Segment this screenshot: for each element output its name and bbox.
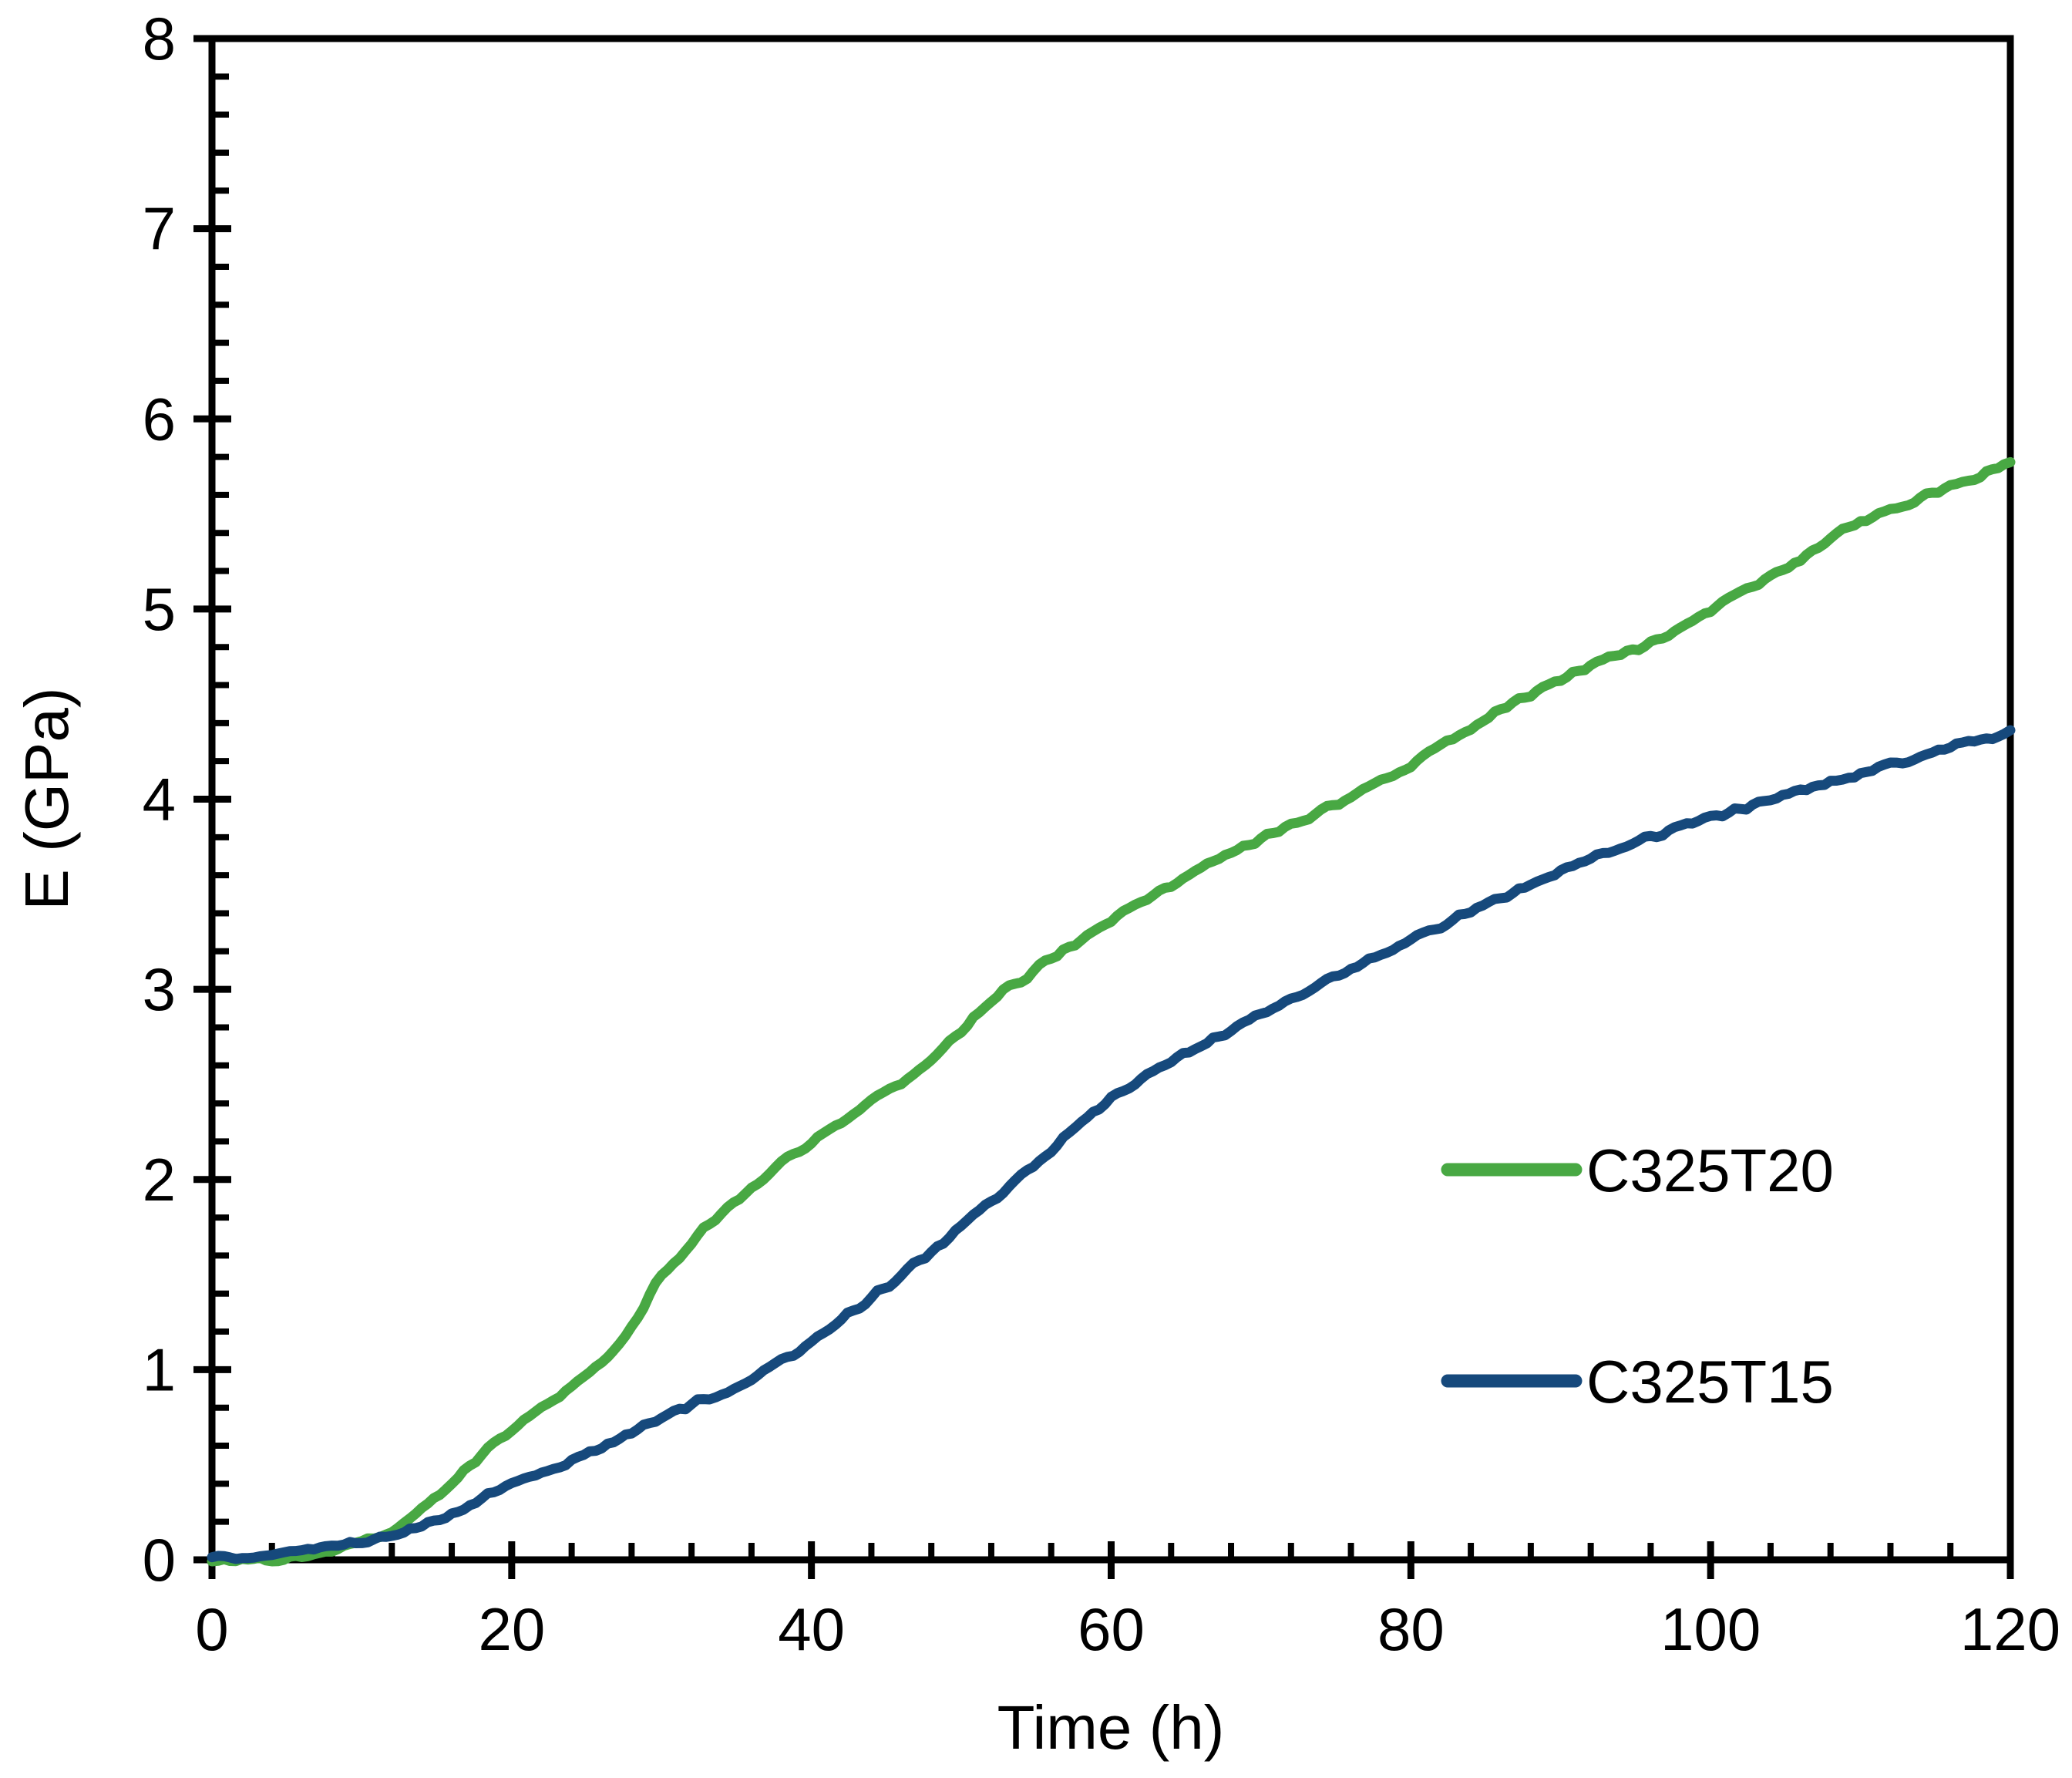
plot-area: 0 20 40 60 80 100 120 0 1 2 3 4 5 6 7 8 [143, 5, 2060, 1663]
legend-label-c325t15: C325T15 [1586, 1348, 1834, 1416]
y-tick-label: 0 [143, 1526, 176, 1594]
legend: C325T20 C325T15 [1441, 1137, 1834, 1416]
series-line-c325t20 [207, 456, 2016, 1567]
series-line-c325t15 [207, 725, 2016, 1564]
y-tick-label: 2 [143, 1146, 176, 1214]
y-tick-label: 3 [143, 955, 176, 1023]
y-tick-label: 4 [143, 766, 176, 833]
y-axis-title: E (GPa) [12, 688, 81, 911]
x-axis-title: Time (h) [997, 1693, 1225, 1762]
y-tick-label: 6 [143, 385, 176, 453]
y-tick-label: 1 [143, 1335, 176, 1403]
legend-label-c325t20: C325T20 [1586, 1137, 1834, 1204]
x-tick-label: 120 [1960, 1595, 2060, 1663]
y-tick-label: 5 [143, 575, 176, 643]
x-tick-label: 100 [1660, 1595, 1761, 1663]
x-tick-label: 0 [195, 1595, 228, 1663]
x-tick-label: 40 [778, 1595, 845, 1663]
x-tick-label: 80 [1377, 1595, 1445, 1663]
y-tick-label: 8 [143, 5, 176, 72]
plot-frame [208, 35, 2014, 1564]
x-tick-label: 20 [478, 1595, 545, 1663]
x-tick-label: 60 [1078, 1595, 1145, 1663]
y-tick-label: 7 [143, 195, 176, 263]
